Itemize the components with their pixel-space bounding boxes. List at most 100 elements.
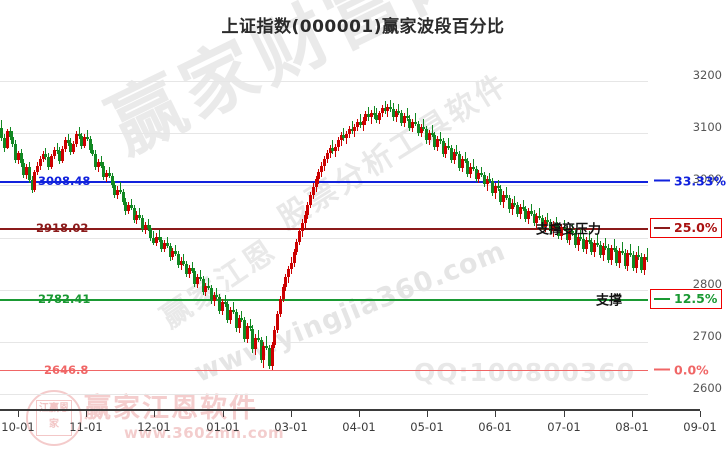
- gridline: [0, 289, 648, 291]
- candle-body: [91, 149, 94, 155]
- x-axis-tick-label: 05-01: [410, 420, 444, 434]
- candle-body: [61, 148, 64, 162]
- candle-body: [100, 162, 103, 166]
- candle-body: [89, 139, 92, 150]
- level-12.5-value-label: 2782.41: [38, 292, 91, 307]
- candle-body: [122, 191, 125, 203]
- candle-body: [566, 229, 569, 240]
- candle-wick: [531, 204, 532, 216]
- candle-body: [243, 320, 246, 339]
- candle-body: [97, 162, 100, 167]
- candle-body: [265, 346, 268, 349]
- level-25-percent-badge: 25.0%: [650, 218, 723, 239]
- candle-body: [44, 154, 47, 158]
- candle-wick: [233, 302, 234, 314]
- candle-wick: [385, 100, 386, 115]
- x-axis-tick: [564, 411, 565, 417]
- candle-body: [94, 154, 97, 167]
- candle-wick: [368, 107, 369, 121]
- x-axis-tick-label: 10-01: [1, 420, 35, 434]
- plot-area: [0, 60, 648, 410]
- candle-body: [337, 140, 340, 147]
- candle-body: [353, 126, 356, 132]
- candle-body: [461, 159, 464, 168]
- candle-body: [111, 175, 114, 186]
- candle-body: [422, 126, 425, 129]
- candle-body: [249, 326, 252, 329]
- candle-body: [169, 245, 172, 258]
- gridline: [0, 185, 648, 187]
- candle-body: [533, 213, 536, 223]
- candle-body: [160, 239, 163, 250]
- level-0-percent-badge: 0.0%: [654, 362, 709, 377]
- candle-wick: [572, 224, 573, 236]
- candle-body: [257, 337, 260, 340]
- page-title: 上证指数(000001)赢家波段百分比: [221, 17, 505, 37]
- candle-wick: [398, 103, 399, 116]
- candle-body: [191, 267, 194, 272]
- candle-body: [78, 134, 81, 137]
- candle-body: [488, 179, 491, 182]
- x-axis-tick: [18, 411, 19, 417]
- candle-body: [425, 128, 428, 141]
- candle-wick: [225, 295, 226, 307]
- candle-body: [17, 152, 20, 161]
- gridline: [0, 237, 648, 239]
- candle-body: [541, 217, 544, 228]
- x-axis-tick: [359, 411, 360, 417]
- candle-body: [469, 166, 472, 174]
- candle-body: [199, 277, 202, 280]
- candle-body: [229, 309, 232, 321]
- candle-body: [386, 107, 389, 112]
- candle-body: [535, 215, 538, 223]
- y-axis-tick-label: 2600: [692, 381, 722, 396]
- candle-body: [340, 135, 343, 141]
- candle-wick: [57, 142, 58, 155]
- candle-wick: [589, 231, 590, 244]
- level-12.5-percent-text: 12.5%: [674, 291, 718, 307]
- candle-body: [450, 147, 453, 161]
- candle-wick: [597, 234, 598, 247]
- candle-body: [3, 138, 6, 148]
- candle-body: [304, 214, 307, 223]
- candle-wick: [423, 118, 424, 132]
- candle-body: [491, 181, 494, 193]
- candle-body: [604, 245, 607, 249]
- candle-wick: [622, 241, 623, 256]
- level-12.5-percent-badge: 12.5%: [650, 289, 723, 310]
- candle-body: [574, 233, 577, 245]
- candle-wick: [547, 212, 548, 225]
- candle-body: [588, 239, 591, 242]
- candle-body: [20, 152, 23, 164]
- candle-body: [36, 165, 39, 172]
- candle-wick: [183, 254, 184, 266]
- candle-body: [560, 227, 563, 236]
- candle-body: [185, 263, 188, 275]
- candle-body: [56, 149, 59, 151]
- candle-wick: [159, 230, 160, 242]
- candle-body: [342, 135, 345, 139]
- candle-body: [80, 136, 83, 146]
- candle-wick: [580, 229, 581, 241]
- candle-body: [602, 245, 605, 256]
- level-33-percent-text: 33.33%: [674, 173, 726, 189]
- x-axis-tick: [495, 411, 496, 417]
- candle-body: [590, 241, 593, 253]
- candle-body: [420, 126, 423, 134]
- candle-wick: [407, 108, 408, 121]
- candle-body: [33, 171, 36, 190]
- candle-wick: [352, 120, 353, 135]
- candle-body: [408, 118, 411, 128]
- candle-wick: [456, 144, 457, 157]
- y-axis-tick-label: 3200: [692, 67, 722, 82]
- candle-body: [442, 141, 445, 155]
- candle-body: [400, 113, 403, 123]
- candle-body: [64, 140, 67, 149]
- candle-body: [301, 222, 304, 232]
- candle-body: [72, 143, 75, 152]
- candle-body: [0, 127, 3, 139]
- candle-body: [174, 251, 177, 255]
- candle-body: [549, 221, 552, 232]
- level-0-percent-text: 0.0%: [674, 362, 709, 378]
- candle-body: [552, 224, 555, 232]
